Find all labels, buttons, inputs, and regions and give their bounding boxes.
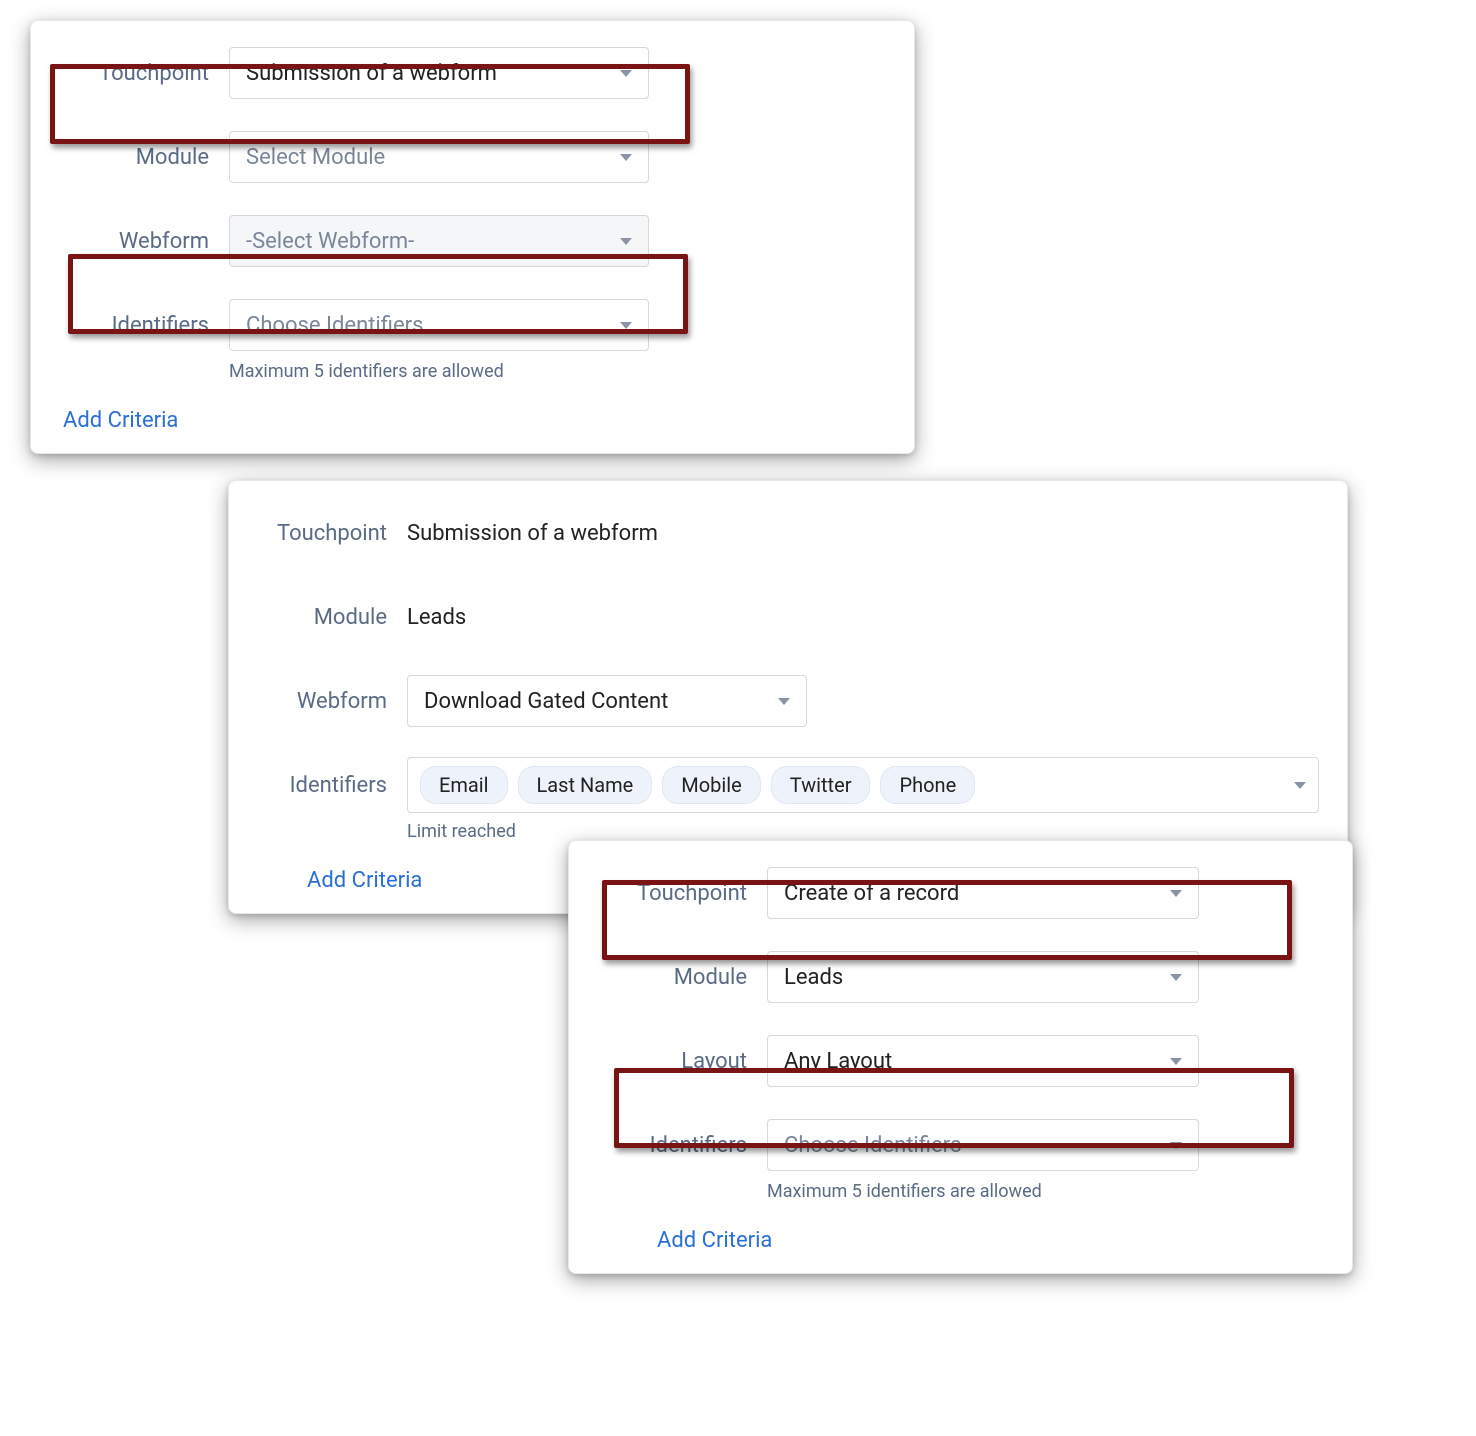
module-label: Module	[257, 605, 407, 630]
touchpoint-row: Touchpoint Submission of a webform	[59, 45, 886, 101]
chevron-down-icon	[1170, 890, 1182, 897]
touchpoint-select[interactable]: Create of a record	[767, 867, 1199, 919]
touchpoint-label: Touchpoint	[597, 881, 767, 906]
touchpoint-label: Touchpoint	[59, 61, 229, 86]
touchpoint-row: Touchpoint Create of a record	[597, 865, 1324, 921]
layout-select-value: Any Layout	[784, 1049, 892, 1074]
chevron-down-icon	[620, 322, 632, 329]
module-row: Module Select Module	[59, 129, 886, 185]
chevron-down-icon	[620, 70, 632, 77]
identifier-tag[interactable]: Email	[420, 766, 508, 804]
chevron-down-icon	[1170, 974, 1182, 981]
module-label: Module	[597, 965, 767, 990]
identifiers-label: Identifiers	[257, 773, 407, 798]
chevron-down-icon	[620, 238, 632, 245]
identifier-tag[interactable]: Last Name	[518, 766, 653, 804]
touchpoint-config-panel-3: Touchpoint Create of a record Module Lea…	[568, 840, 1353, 1274]
webform-label: Webform	[59, 229, 229, 254]
webform-label: Webform	[257, 689, 407, 714]
identifiers-helper: Maximum 5 identifiers are allowed	[229, 361, 886, 382]
module-select-value: Leads	[784, 965, 843, 990]
webform-select-value: Download Gated Content	[424, 689, 668, 714]
webform-row: Webform -Select Webform-	[59, 213, 886, 269]
webform-row: Webform Download Gated Content	[257, 673, 1319, 729]
module-value: Leads	[407, 605, 466, 630]
identifiers-row: Identifiers Choose Identifiers	[59, 297, 886, 353]
identifiers-label: Identifiers	[59, 313, 229, 338]
webform-select[interactable]: -Select Webform-	[229, 215, 649, 267]
identifier-tag[interactable]: Phone	[880, 766, 975, 804]
chevron-down-icon	[778, 698, 790, 705]
chevron-down-icon	[1170, 1058, 1182, 1065]
module-select-placeholder: Select Module	[246, 145, 385, 170]
identifiers-helper: Maximum 5 identifiers are allowed	[767, 1181, 1324, 1202]
identifiers-select[interactable]: Choose Identifiers	[767, 1119, 1199, 1171]
chevron-down-icon	[620, 154, 632, 161]
touchpoint-label: Touchpoint	[257, 521, 407, 546]
identifier-tag[interactable]: Mobile	[662, 766, 760, 804]
identifiers-row: Identifiers Email Last Name Mobile Twitt…	[257, 757, 1319, 813]
chevron-down-icon	[1170, 1142, 1182, 1149]
webform-select-placeholder: -Select Webform-	[246, 229, 414, 254]
identifiers-select-placeholder: Choose Identifiers	[246, 313, 423, 338]
layout-label: Layout	[597, 1049, 767, 1074]
identifiers-tagbox[interactable]: Email Last Name Mobile Twitter Phone	[407, 757, 1319, 813]
identifiers-select-placeholder: Choose Identifiers	[784, 1133, 961, 1158]
add-criteria-link[interactable]: Add Criteria	[63, 408, 178, 433]
module-row: Module Leads	[597, 949, 1324, 1005]
touchpoint-value: Submission of a webform	[407, 521, 658, 546]
identifiers-helper: Limit reached	[407, 821, 1319, 842]
layout-select[interactable]: Any Layout	[767, 1035, 1199, 1087]
touchpoint-select-value: Submission of a webform	[246, 61, 497, 86]
add-criteria-link[interactable]: Add Criteria	[307, 868, 422, 893]
touchpoint-config-panel-1: Touchpoint Submission of a webform Modul…	[30, 20, 915, 454]
chevron-down-icon	[1294, 782, 1306, 789]
layout-row: Layout Any Layout	[597, 1033, 1324, 1089]
touchpoint-row: Touchpoint Submission of a webform	[257, 505, 1319, 561]
touchpoint-select-value: Create of a record	[784, 881, 959, 906]
add-criteria-link[interactable]: Add Criteria	[657, 1228, 772, 1253]
webform-select[interactable]: Download Gated Content	[407, 675, 807, 727]
module-select[interactable]: Select Module	[229, 131, 649, 183]
touchpoint-select[interactable]: Submission of a webform	[229, 47, 649, 99]
identifier-tag[interactable]: Twitter	[771, 766, 871, 804]
module-select[interactable]: Leads	[767, 951, 1199, 1003]
identifiers-select[interactable]: Choose Identifiers	[229, 299, 649, 351]
identifiers-label: Identifiers	[597, 1133, 767, 1158]
module-row: Module Leads	[257, 589, 1319, 645]
module-label: Module	[59, 145, 229, 170]
identifiers-row: Identifiers Choose Identifiers	[597, 1117, 1324, 1173]
